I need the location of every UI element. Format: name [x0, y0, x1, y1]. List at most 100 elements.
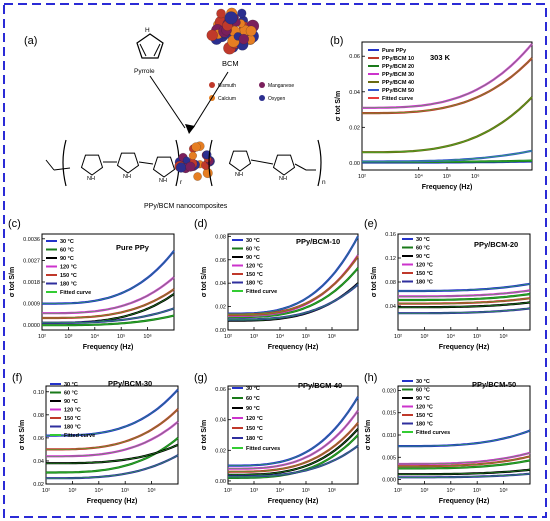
y-tick-label: 0.000	[382, 478, 396, 484]
fitted-curve	[46, 389, 179, 436]
legend-entry: 120 °C	[60, 265, 77, 271]
chain-bond	[45, 159, 71, 171]
fitted-curve	[42, 288, 175, 319]
fitted-curve	[362, 150, 533, 162]
fitted-curve	[228, 256, 359, 316]
subscript-n: n	[322, 179, 326, 186]
pyrrole-h-label: H	[145, 27, 150, 34]
x-tick-label: 10⁴	[95, 487, 104, 494]
y-tick-label: 0.02	[33, 482, 44, 488]
fitted-curve	[42, 315, 175, 326]
chart-h: (h) 10² 10³ 10⁴ 10⁵ 10⁶ 0.000 0.005 0.010 0.015 0.…	[364, 372, 531, 505]
element-swatch-icon	[259, 82, 265, 88]
bcm-label: BCM	[222, 59, 239, 68]
fitted-curve	[398, 308, 531, 314]
bcm-particle-icon	[238, 34, 249, 45]
pyrrole-double-bond	[153, 43, 161, 57]
bcm-particle-icon	[216, 8, 226, 19]
bcm-particle-icon	[185, 161, 196, 172]
y-tick-label: 0.06	[33, 436, 44, 442]
reaction-arrow	[192, 71, 229, 129]
x-tick-label: 10⁶	[328, 487, 336, 494]
arrow-head-icon	[185, 124, 195, 134]
fitted-curve	[362, 43, 533, 109]
series-line	[398, 451, 531, 466]
x-axis-label: Frequency (Hz)	[87, 498, 138, 505]
x-tick-label: 10⁴	[276, 333, 285, 340]
legend-entry: Pure PPy	[382, 48, 407, 54]
chain-bond	[294, 163, 316, 171]
x-tick-label: 10⁵	[473, 333, 481, 340]
chart-f: (f) 10² 10³ 10⁴ 10⁵ 10⁶ 0.02 0.04 0.06 0.08 0.10 Fr…	[12, 372, 179, 505]
x-tick-label: 10⁶	[328, 333, 336, 340]
bracket-icon	[208, 139, 213, 187]
x-tick-label: 10²	[42, 488, 50, 494]
legend-entry: PPy/BCM 40	[382, 80, 414, 86]
x-tick-label: 10⁵	[473, 487, 481, 494]
legend-entry: 150 °C	[246, 272, 263, 278]
bracket-icon	[317, 139, 322, 187]
x-tick-label: 10³	[68, 488, 76, 494]
y-tick-label: 0.02	[215, 305, 226, 311]
x-tick-label: 10³	[250, 488, 258, 494]
fitted-curve	[46, 421, 179, 457]
fitted-curve	[227, 422, 359, 473]
bcm-cluster-icon	[206, 7, 260, 55]
chart-title: PPy/BCM-10	[296, 237, 340, 246]
x-tick-label: 10²	[38, 334, 46, 340]
panel-a-schematic: (a) H Pyrrole BCM Bismuth Manganese Calciu…	[24, 7, 326, 210]
x-tick-label: 10⁶	[147, 487, 155, 494]
legend-entry: 60 °C	[246, 247, 260, 253]
legend-entry: 120 °C	[246, 264, 263, 270]
legend-entry: 90 °C	[60, 256, 74, 262]
panel-a-letter: (a)	[24, 35, 37, 47]
chart-title: 303 K	[430, 53, 451, 62]
legend-entry: PPy/BCM 50	[382, 88, 414, 94]
x-tick-label: 10⁵	[302, 487, 310, 494]
y-axis-label: σ tot S/m	[19, 420, 26, 450]
legend-entry: 60 °C	[416, 388, 430, 394]
legend-entry: PPy/BCM 20	[382, 64, 414, 70]
fitted-curve	[46, 454, 179, 479]
bcm-particle-icon	[224, 11, 238, 25]
y-tick-label: 0.06	[349, 54, 360, 60]
polymer-chain: NH NH NH r NH NH n	[45, 139, 326, 187]
fitted-curve	[398, 297, 531, 304]
legend-entry: 30 °C	[416, 379, 430, 385]
legend-entry: PPy/BCM 10	[382, 56, 414, 62]
legend-entry: 180 °C	[416, 422, 433, 428]
legend-entry: 60 °C	[416, 246, 430, 252]
nh-label: NH	[87, 176, 95, 182]
y-tick-label: 0.08	[33, 413, 44, 419]
legend-entry: 30 °C	[246, 238, 260, 244]
legend-entry: Fitted curve	[382, 96, 413, 102]
y-tick-label: 0.02	[349, 125, 360, 131]
fitted-curve	[228, 284, 359, 320]
fitted-curve	[398, 293, 531, 301]
bcm-particle-icon	[193, 172, 202, 181]
fitted-curve	[398, 452, 531, 465]
legend-entry: 150 °C	[416, 271, 433, 277]
x-axis-label: Frequency (Hz)	[268, 344, 319, 351]
y-axis-label: σ tot S/m	[9, 267, 16, 297]
x-tick-label: 10⁵	[443, 173, 451, 180]
fitted-curve	[398, 302, 531, 308]
legend-entry: Fitted curve	[246, 289, 277, 295]
y-tick-label: 0.04	[215, 418, 226, 424]
y-tick-label: 0.16	[385, 232, 396, 238]
x-tick-label: 10⁶	[499, 487, 507, 494]
y-tick-label: 0.10	[33, 390, 44, 396]
chart-g: (g) 10² 10³ 10⁴ 10⁵ 10⁶ 0.00 0.02 0.04 0.06 Freque…	[194, 372, 359, 505]
y-axis-label: σ tot S/m	[365, 420, 372, 450]
legend-entry: 180 °C	[246, 436, 263, 442]
bracket-icon	[62, 139, 67, 187]
chart-title: PPy/BCM-30	[108, 379, 152, 388]
legend-entry: 90 °C	[246, 255, 260, 261]
legend-entry: 30 °C	[60, 239, 74, 245]
panel-letter: (c)	[8, 218, 21, 230]
x-axis-label: Frequency (Hz)	[268, 498, 319, 505]
element-legend-label: Bismuth	[218, 83, 236, 89]
x-tick-label: 10⁶	[499, 333, 507, 340]
y-tick-label: 0.04	[385, 304, 396, 310]
